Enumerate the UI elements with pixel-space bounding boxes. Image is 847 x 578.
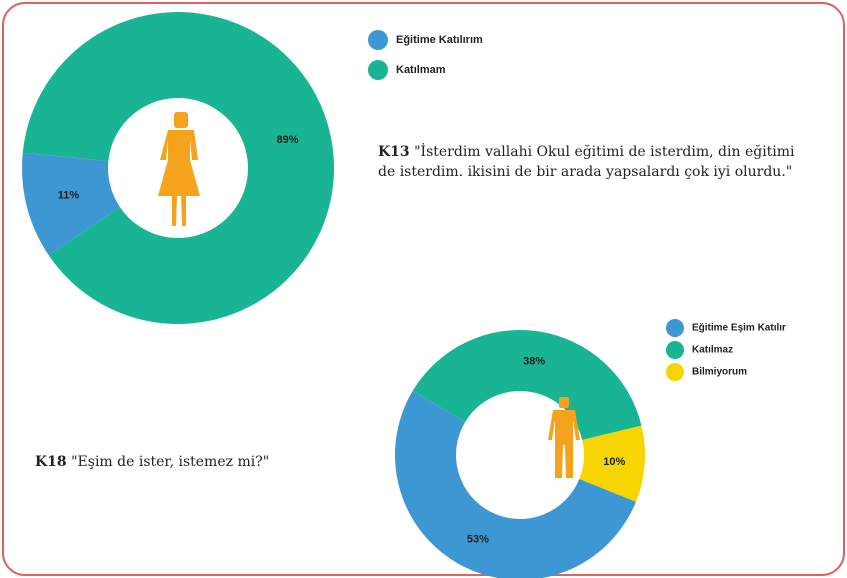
value-label: 89% xyxy=(277,134,299,146)
legend-marker xyxy=(666,363,684,381)
quote-id: K18 xyxy=(35,454,67,470)
donut-slice xyxy=(395,390,636,578)
donut-slice xyxy=(412,330,642,440)
quote-text: "Eşim de ister, istemez mi?" xyxy=(71,454,270,470)
quote-text: "İsterdim vallahi Okul eğitimi de isterd… xyxy=(378,144,795,180)
legend-label: Katılmaz xyxy=(692,345,733,356)
legend-marker xyxy=(666,319,684,337)
value-label: 38% xyxy=(523,355,545,367)
woman-icon xyxy=(158,112,200,226)
donut-slice xyxy=(579,425,645,502)
value-label: 10% xyxy=(603,456,625,468)
quote: K18 "Eşim de ister, istemez mi?" xyxy=(35,452,355,472)
donut-slice xyxy=(22,11,334,324)
value-label: 53% xyxy=(467,534,489,546)
legend-label: Bilmiyorum xyxy=(692,367,747,378)
donut-slice xyxy=(21,152,120,256)
legend-marker xyxy=(666,341,684,359)
legend-label: Eğitime Eşim Katılır xyxy=(692,323,786,334)
legend-marker xyxy=(368,30,388,50)
legend-label: Katılmam xyxy=(396,64,446,76)
value-label: 11% xyxy=(58,190,80,202)
legend-marker xyxy=(368,60,388,80)
quote-id: K13 xyxy=(378,144,410,160)
man-icon xyxy=(548,397,580,478)
legend-label: Eğitime Katılırım xyxy=(396,34,483,46)
quote: K13 "İsterdim vallahi Okul eğitimi de is… xyxy=(378,142,808,182)
